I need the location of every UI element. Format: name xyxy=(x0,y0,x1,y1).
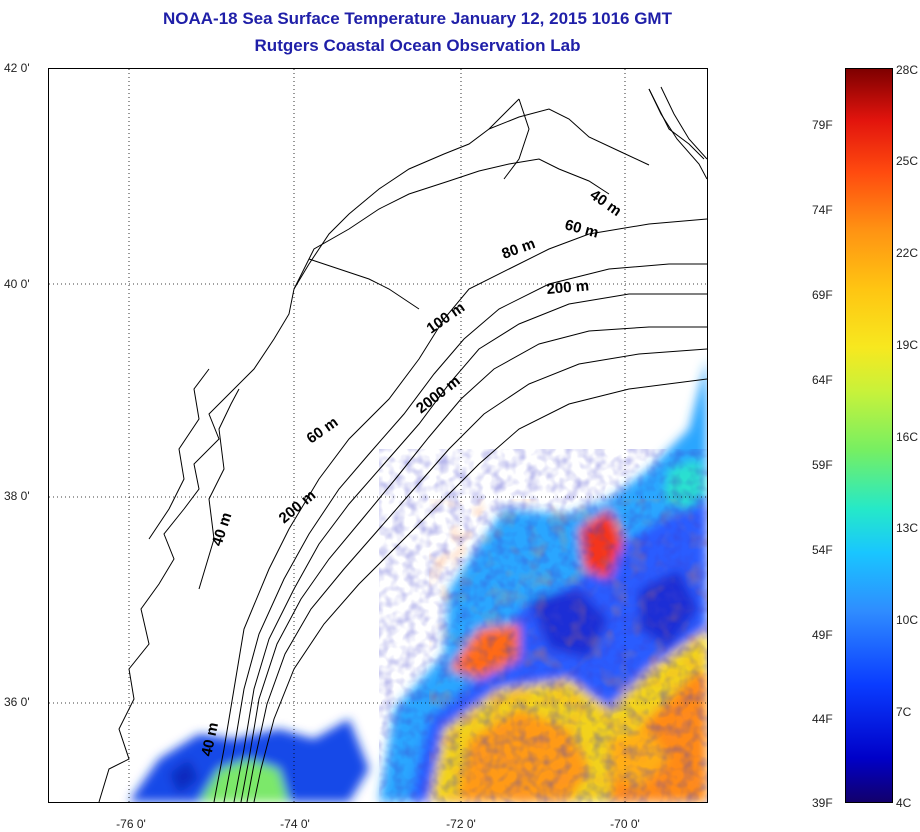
colorbar-label-f: 79F xyxy=(812,118,833,132)
colorbar-label-c: 16C xyxy=(896,430,919,444)
lon-label: -70 0' xyxy=(610,817,640,831)
colorbar-label-c: 7C xyxy=(896,705,912,719)
lon-label: -74 0' xyxy=(280,817,310,831)
map-subtitle: Rutgers Coastal Ocean Observation Lab xyxy=(254,36,581,55)
colorbar-label-c: 28C xyxy=(896,63,919,77)
colorbar-label-c: 4C xyxy=(896,796,912,810)
colorbar-label-c: 10C xyxy=(896,613,919,627)
temperature-colorbar xyxy=(845,68,893,803)
colorbar-label-f: 69F xyxy=(812,288,833,302)
depth-label: 200 m xyxy=(546,277,590,298)
lon-label: -72 0' xyxy=(446,817,476,831)
colorbar-label-f: 74F xyxy=(812,203,833,217)
colorbar-label-f: 59F xyxy=(812,458,833,472)
lat-label: 42 0' xyxy=(4,61,30,75)
bathymetry-contours xyxy=(213,86,707,802)
depth-label: 40 m xyxy=(209,510,236,548)
colorbar-label-f: 54F xyxy=(812,543,833,557)
depth-label: 40 m xyxy=(198,721,222,758)
depth-label: 60 m xyxy=(304,414,342,448)
sst-field xyxy=(129,359,707,802)
depth-label: 200 m xyxy=(276,487,320,527)
lat-label: 38 0' xyxy=(4,489,30,503)
lon-label: -76 0' xyxy=(116,817,146,831)
colorbar-label-c: 13C xyxy=(896,521,919,535)
coastline xyxy=(98,88,705,802)
depth-label: 60 m xyxy=(563,216,600,241)
depth-label: 80 m xyxy=(500,235,538,263)
lat-label: 36 0' xyxy=(4,695,30,709)
colorbar-label-c: 22C xyxy=(896,246,919,260)
depth-label: 2000 m xyxy=(413,372,464,417)
colorbar-label-c: 25C xyxy=(896,154,919,168)
lat-label: 40 0' xyxy=(4,277,30,291)
sst-map: 40 m 60 m 80 m 200 m 100 m 2000 m 60 m 2… xyxy=(48,68,708,803)
colorbar-label-c: 19C xyxy=(896,338,919,352)
sst-map-canvas: 40 m 60 m 80 m 200 m 100 m 2000 m 60 m 2… xyxy=(49,69,707,802)
depth-label: 100 m xyxy=(424,299,469,337)
colorbar-label-f: 49F xyxy=(812,628,833,642)
colorbar-label-f: 44F xyxy=(812,712,833,726)
map-title: NOAA-18 Sea Surface Temperature January … xyxy=(163,9,672,28)
colorbar-label-f: 64F xyxy=(812,373,833,387)
colorbar-label-f: 39F xyxy=(812,796,833,810)
